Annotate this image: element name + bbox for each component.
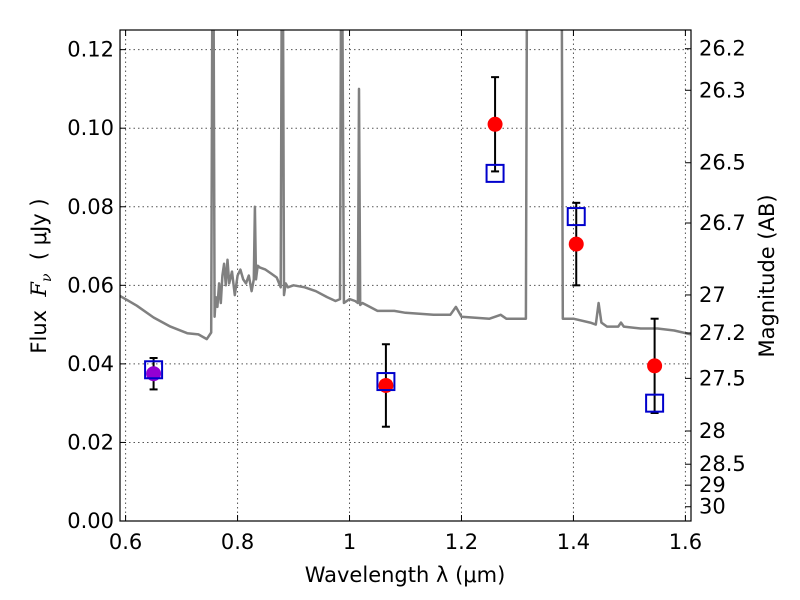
x-tick-label: 0.6 — [109, 530, 142, 554]
error-bars — [149, 76, 659, 428]
mag-tick-label: 27.5 — [699, 366, 746, 390]
mag-tick-label: 29 — [699, 473, 726, 497]
model-points — [144, 163, 665, 413]
model-point — [566, 207, 586, 227]
x-tick-label: 1.6 — [669, 530, 702, 554]
x-tick-label: 1.2 — [445, 530, 478, 554]
observed-point — [568, 236, 584, 252]
y-tick-label: 0.02 — [67, 430, 114, 454]
right-axis-label: Magnitude (AB) — [755, 194, 779, 357]
y-axis-label: Flux Fν ( μJy ) — [27, 198, 55, 353]
y-tick-label: 0.12 — [67, 38, 114, 62]
x-tick-label: 1.4 — [557, 530, 590, 554]
x-axis-label: Wavelength λ (μm) — [305, 563, 506, 587]
mag-tick-label: 26.7 — [699, 211, 746, 235]
observed-points — [146, 116, 663, 393]
model-point — [376, 372, 396, 392]
mag-tick-label: 26.3 — [699, 78, 746, 102]
mag-tick-label: 27.2 — [699, 321, 746, 345]
axis-ticks — [120, 30, 691, 522]
y-tick-label: 0.10 — [67, 116, 114, 140]
y-tick-label: 0.04 — [67, 352, 114, 376]
mag-tick-label: 28 — [699, 419, 726, 443]
observed-point — [647, 358, 663, 374]
model-point — [485, 163, 505, 183]
mag-tick-label: 30 — [699, 495, 726, 519]
y-tick-label: 0.06 — [67, 273, 114, 297]
y-tick-label: 0.08 — [67, 195, 114, 219]
sed-model-line — [120, 30, 691, 341]
mag-tick-label: 26.5 — [699, 151, 746, 175]
plot-area — [120, 30, 691, 428]
plot-frame — [119, 29, 692, 522]
observed-point — [487, 116, 503, 132]
x-tick-label: 0.8 — [221, 530, 254, 554]
mag-tick-label: 28.5 — [699, 452, 746, 476]
y-tick-label: 0.00 — [67, 509, 114, 533]
mag-tick-label: 26.2 — [699, 37, 746, 61]
model-point — [144, 360, 164, 380]
x-tick-label: 1 — [343, 530, 356, 554]
grid-lines — [120, 30, 691, 522]
y-tick-labels: 0.00 0.02 0.04 0.06 0.08 0.10 0.12 — [67, 38, 114, 533]
x-tick-labels: 0.6 0.8 1 1.2 1.4 1.6 — [109, 530, 702, 554]
model-point — [645, 393, 665, 413]
mag-tick-label: 27 — [699, 283, 726, 307]
